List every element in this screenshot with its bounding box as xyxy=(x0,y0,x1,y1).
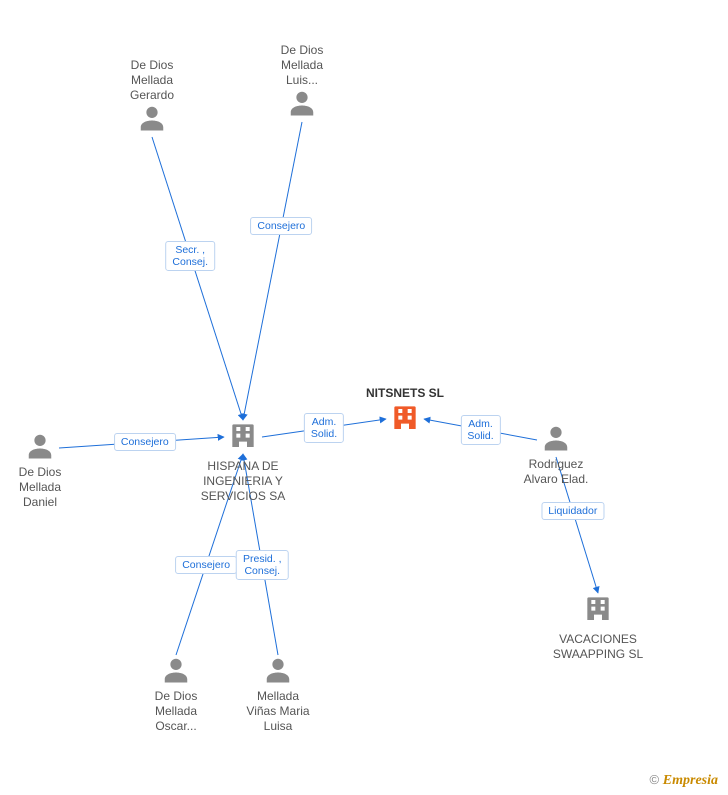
node-daniel: De DiosMelladaDaniel xyxy=(0,431,95,510)
node-label-maria: MelladaViñas MariaLuisa xyxy=(223,689,333,734)
copyright: © Empresia xyxy=(650,772,718,789)
person-icon xyxy=(25,431,55,461)
edge-luis-hispana xyxy=(243,122,302,420)
node-label-luis: De DiosMelladaLuis... xyxy=(247,43,357,88)
node-vacaciones: VACACIONESSWAAPPING SL xyxy=(543,592,653,662)
node-label-gerardo: De DiosMelladaGerardo xyxy=(97,58,207,103)
edge-label-rodriguez-vacaciones: Liquidador xyxy=(541,502,604,520)
edge-label-hispana-nitsnets: Adm.Solid. xyxy=(304,413,344,443)
copyright-brand: Empresia xyxy=(663,773,718,788)
edge-label-daniel-hispana: Consejero xyxy=(114,433,176,451)
building-icon xyxy=(389,401,421,433)
building-icon xyxy=(582,592,614,624)
node-maria: MelladaViñas MariaLuisa xyxy=(223,655,333,734)
node-rodriguez: RodriguezAlvaro Elad. xyxy=(501,423,611,487)
node-nitsnets: NITSNETS SL xyxy=(350,382,460,437)
node-label-vacaciones: VACACIONESSWAAPPING SL xyxy=(543,632,653,662)
node-label-nitsnets: NITSNETS SL xyxy=(350,386,460,401)
node-gerardo: De DiosMelladaGerardo xyxy=(97,58,207,137)
edge-label-oscar-hispana: Consejero xyxy=(175,556,237,574)
edge-label-gerardo-hispana: Secr. ,Consej. xyxy=(165,241,215,271)
node-label-rodriguez: RodriguezAlvaro Elad. xyxy=(501,457,611,487)
person-icon xyxy=(137,103,167,133)
edge-label-rodriguez-nitsnets: Adm.Solid. xyxy=(460,414,500,444)
person-icon xyxy=(287,88,317,118)
node-luis: De DiosMelladaLuis... xyxy=(247,43,357,122)
node-oscar: De DiosMelladaOscar... xyxy=(121,655,231,734)
person-icon xyxy=(161,655,191,685)
edge-label-luis-hispana: Consejero xyxy=(250,217,312,235)
node-label-oscar: De DiosMelladaOscar... xyxy=(121,689,231,734)
edge-gerardo-hispana xyxy=(152,137,243,420)
node-label-daniel: De DiosMelladaDaniel xyxy=(0,465,95,510)
copyright-symbol: © xyxy=(650,772,660,787)
building-icon xyxy=(227,419,259,451)
edge-label-maria-hispana: Presid. ,Consej. xyxy=(236,549,289,579)
node-hispana: HISPANA DEINGENIERIA YSERVICIOS SA xyxy=(188,419,298,504)
person-icon xyxy=(263,655,293,685)
person-icon xyxy=(541,423,571,453)
node-label-hispana: HISPANA DEINGENIERIA YSERVICIOS SA xyxy=(188,459,298,504)
